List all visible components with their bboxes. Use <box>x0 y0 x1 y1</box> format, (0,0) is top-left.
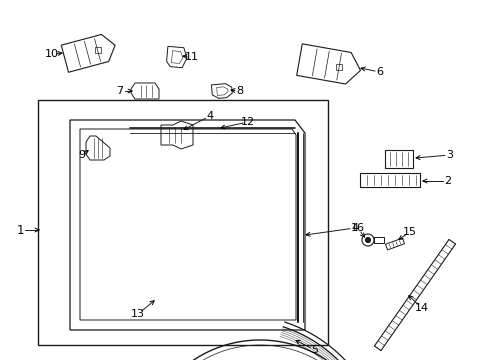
Text: 16: 16 <box>350 223 364 233</box>
Text: 10: 10 <box>45 49 59 59</box>
Circle shape <box>365 238 370 243</box>
Text: 1: 1 <box>16 224 24 237</box>
Text: 9: 9 <box>78 150 85 160</box>
Text: 4: 4 <box>206 111 213 121</box>
Text: 4: 4 <box>351 223 358 233</box>
Text: 12: 12 <box>241 117 255 127</box>
Text: 2: 2 <box>444 176 450 186</box>
Text: 14: 14 <box>414 303 428 313</box>
Text: 7: 7 <box>116 86 123 96</box>
Bar <box>359 173 419 187</box>
Bar <box>373 237 383 243</box>
Text: 5: 5 <box>311 345 318 355</box>
Text: 3: 3 <box>446 150 452 160</box>
Text: 11: 11 <box>184 52 199 62</box>
Bar <box>38 100 327 345</box>
Text: 6: 6 <box>376 67 383 77</box>
Text: 15: 15 <box>402 227 416 237</box>
Bar <box>384 150 412 168</box>
Text: 8: 8 <box>236 86 243 96</box>
Text: 13: 13 <box>131 309 145 319</box>
